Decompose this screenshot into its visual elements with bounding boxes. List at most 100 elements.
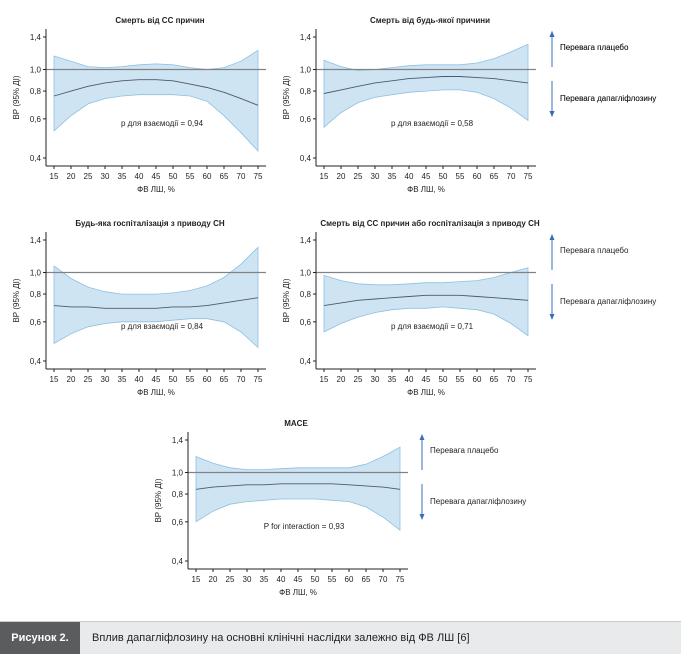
y-tick-label: 0,6 bbox=[300, 115, 312, 124]
x-tick-label: 30 bbox=[243, 575, 252, 584]
chart-panel-1: 0,4 0,6 0,8 1,0 1,4 15 20 25 30 35 40 45 50 55 60 65 70 7… bbox=[12, 16, 656, 194]
x-tick-label: 15 bbox=[50, 172, 59, 181]
x-tick-label: 65 bbox=[362, 575, 371, 584]
x-tick-label: 15 bbox=[320, 375, 329, 384]
x-tick-label: 60 bbox=[473, 375, 482, 384]
x-tick-label: 75 bbox=[396, 575, 405, 584]
x-axis-label: ФВ ЛШ, % bbox=[137, 185, 175, 194]
figure-caption-text: Вплив дапагліфлозину на основні клінічні… bbox=[92, 632, 470, 644]
arrow-down-head-icon bbox=[549, 314, 555, 320]
x-tick-label: 45 bbox=[422, 172, 431, 181]
y-tick-label: 1,0 bbox=[30, 268, 42, 277]
y-tick-label: 1,4 bbox=[30, 33, 42, 42]
y-tick-label: 0,6 bbox=[30, 115, 42, 124]
y-tick-label: 1,0 bbox=[172, 468, 184, 477]
x-tick-label: 55 bbox=[186, 172, 195, 181]
arrow-down-head-icon bbox=[549, 111, 555, 117]
x-tick-label: 55 bbox=[328, 575, 337, 584]
confidence-band bbox=[323, 267, 529, 337]
chart-title: Будь-яка госпіталізація з приводу СН bbox=[75, 219, 224, 228]
estimate-line bbox=[53, 297, 259, 309]
x-tick-label: 25 bbox=[84, 172, 93, 181]
x-axis-label: ФВ ЛШ, % bbox=[407, 185, 445, 194]
y-tick-label: 1,4 bbox=[300, 236, 312, 245]
x-tick-label: 50 bbox=[439, 375, 448, 384]
confidence-band bbox=[53, 246, 259, 349]
y-tick-label: 0,8 bbox=[30, 87, 42, 96]
x-tick-label: 60 bbox=[473, 172, 482, 181]
x-axis-label: ФВ ЛШ, % bbox=[407, 388, 445, 397]
y-tick-label: 0,4 bbox=[300, 154, 312, 163]
x-tick-label: 30 bbox=[101, 172, 110, 181]
x-tick-label: 65 bbox=[220, 375, 229, 384]
x-tick-label: 55 bbox=[186, 375, 195, 384]
x-tick-label: 65 bbox=[490, 375, 499, 384]
y-axis-label: ВР (95% ДІ) bbox=[154, 478, 163, 522]
x-tick-label: 20 bbox=[337, 172, 346, 181]
x-tick-label: 65 bbox=[490, 172, 499, 181]
interaction-p-value: р для взаємодії = 0,84 bbox=[121, 322, 204, 331]
y-tick-label: 0,6 bbox=[172, 518, 184, 527]
x-tick-label: 50 bbox=[169, 375, 178, 384]
y-tick-label: 0,8 bbox=[30, 290, 42, 299]
legend-favors-placebo: Перевага плацебо bbox=[430, 446, 499, 455]
chart-panel-4: 0,4 0,6 0,8 1,0 1,4 15 20 25 30 35 40 45 50 55 60 65 70 7… bbox=[282, 219, 656, 397]
y-tick-label: 0,8 bbox=[300, 87, 312, 96]
x-tick-label: 15 bbox=[320, 172, 329, 181]
y-tick-label: 0,4 bbox=[172, 557, 184, 566]
interaction-p-value: р для взаємодії = 0,94 bbox=[121, 119, 204, 128]
arrow-up-head-icon bbox=[419, 434, 425, 440]
x-tick-label: 25 bbox=[354, 375, 363, 384]
interaction-p-value: P for interaction = 0,93 bbox=[264, 522, 345, 531]
y-tick-label: 0,4 bbox=[30, 357, 42, 366]
x-axis-label: ФВ ЛШ, % bbox=[137, 388, 175, 397]
x-tick-label: 55 bbox=[456, 172, 465, 181]
estimate-line bbox=[53, 79, 259, 106]
figure-caption-bar: Рисунок 2. Вплив дапагліфлозину на основ… bbox=[0, 621, 681, 654]
x-tick-label: 20 bbox=[337, 375, 346, 384]
y-tick-label: 1,0 bbox=[30, 65, 42, 74]
x-tick-label: 70 bbox=[507, 172, 516, 181]
chart-title: Смерть від СС причин bbox=[115, 16, 204, 25]
x-tick-label: 70 bbox=[237, 375, 246, 384]
x-tick-label: 50 bbox=[439, 172, 448, 181]
legend-favors-placebo: Перевага плацебо bbox=[560, 43, 629, 52]
x-tick-label: 65 bbox=[220, 172, 229, 181]
y-axis-label: ВР (95% ДІ) bbox=[282, 75, 291, 119]
x-tick-label: 50 bbox=[169, 172, 178, 181]
x-tick-label: 35 bbox=[118, 375, 127, 384]
x-tick-label: 35 bbox=[118, 172, 127, 181]
x-tick-label: 40 bbox=[135, 375, 144, 384]
legend-favors-dapagliflozin: Перевага дапагліфлозину bbox=[560, 94, 656, 103]
x-tick-label: 75 bbox=[524, 172, 533, 181]
chart-panel-3: 0,4 0,6 0,8 1,0 1,4 15 20 25 30 35 40 45 50 55 60 65 70 7… bbox=[12, 219, 266, 397]
x-tick-label: 75 bbox=[524, 375, 533, 384]
x-tick-label: 30 bbox=[371, 172, 380, 181]
y-tick-label: 1,0 bbox=[300, 65, 312, 74]
x-tick-label: 75 bbox=[254, 172, 263, 181]
x-tick-label: 50 bbox=[311, 575, 320, 584]
y-axis-label: ВР (95% ДІ) bbox=[12, 75, 21, 119]
legend-favors-dapagliflozin: Перевага дапагліфлозину bbox=[560, 297, 656, 306]
chart-title: Смерть від СС причин або госпіталізація … bbox=[320, 219, 540, 228]
y-tick-label: 0,6 bbox=[30, 318, 42, 327]
x-tick-label: 55 bbox=[456, 375, 465, 384]
x-tick-label: 25 bbox=[84, 375, 93, 384]
x-tick-label: 40 bbox=[135, 172, 144, 181]
x-axis-label: ФВ ЛШ, % bbox=[279, 588, 317, 597]
estimate-line bbox=[195, 483, 401, 490]
x-tick-label: 20 bbox=[67, 375, 76, 384]
x-tick-label: 40 bbox=[405, 172, 414, 181]
x-tick-label: 60 bbox=[203, 375, 212, 384]
y-tick-label: 0,4 bbox=[30, 154, 42, 163]
x-tick-label: 70 bbox=[379, 575, 388, 584]
x-tick-label: 60 bbox=[203, 172, 212, 181]
y-tick-label: 1,0 bbox=[300, 268, 312, 277]
x-tick-label: 70 bbox=[237, 172, 246, 181]
estimate-line bbox=[323, 294, 529, 307]
chart-title: Смерть від будь-якої причини bbox=[370, 16, 490, 25]
legend-favors-placebo: Перевага плацебо bbox=[560, 43, 629, 52]
figure-panels: 0,4 0,6 0,8 1,0 1,4 15 20 25 30 35 40 45 50 55 60 65 70 7… bbox=[12, 16, 656, 597]
y-tick-label: 0,6 bbox=[300, 318, 312, 327]
x-tick-label: 30 bbox=[101, 375, 110, 384]
